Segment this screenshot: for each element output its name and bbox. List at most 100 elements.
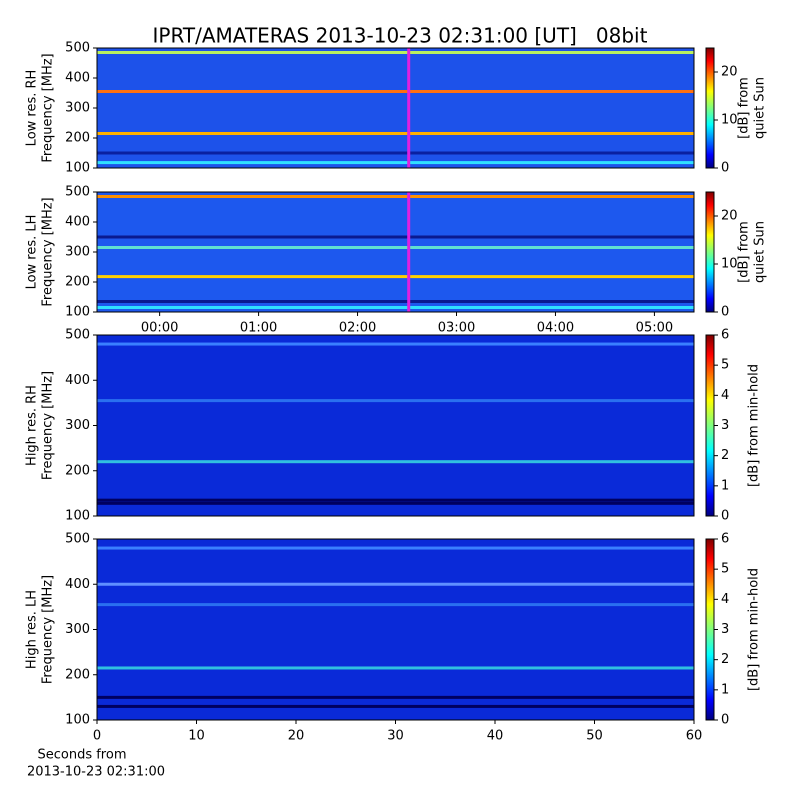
frequency-band	[97, 501, 694, 505]
colorbar-tick-label: 1	[721, 478, 729, 493]
frequency-band	[97, 195, 694, 198]
y-tick-label: 400	[65, 71, 90, 86]
colorbar-label: [dB] from min-hold	[747, 364, 762, 487]
y-axis-label: Frequency [MHz]	[41, 53, 56, 162]
x-tick-label: 30	[387, 729, 404, 744]
frequency-band	[97, 399, 694, 403]
spectrogram-background	[97, 539, 694, 720]
x-tick-label: 03:00	[438, 321, 475, 336]
frequency-band	[97, 51, 694, 54]
y-axis-label: Frequency [MHz]	[41, 197, 56, 306]
frequency-band	[97, 582, 694, 586]
frequency-band	[97, 546, 694, 550]
frequency-band	[97, 695, 694, 699]
colorbar-tick-label: 4	[721, 592, 729, 607]
y-tick-label: 500	[65, 328, 90, 343]
y-tick-label: 500	[65, 185, 90, 200]
colorbar-tick-label: 20	[721, 65, 738, 80]
y-tick-label: 100	[65, 161, 90, 176]
y-axis-label: Low res. LH	[25, 215, 40, 290]
colorbar-tick-label: 3	[721, 418, 729, 433]
colorbar	[705, 334, 715, 517]
colorbar-tick-label: 6	[721, 328, 729, 343]
colorbar	[705, 47, 715, 169]
y-tick-label: 300	[65, 101, 90, 116]
colorbar-label: [dB] from min-hold	[747, 568, 762, 691]
colorbar-tick-label: 20	[721, 209, 738, 224]
y-tick-label: 500	[65, 532, 90, 547]
x-tick-label: 50	[586, 729, 603, 744]
frequency-band	[97, 151, 694, 155]
colorbar-tick-label: 4	[721, 388, 729, 403]
colorbar-tick-label: 5	[721, 358, 729, 373]
x-tick-label: 20	[288, 729, 305, 744]
spectrogram-background	[97, 48, 694, 168]
x-tick-label: 02:00	[339, 321, 376, 336]
y-axis-label: Low res. RH	[25, 70, 40, 147]
y-tick-label: 200	[65, 131, 90, 146]
y-tick-label: 100	[65, 509, 90, 524]
x-tick-label: 60	[686, 729, 703, 744]
colorbar-label: quiet Sun	[753, 221, 768, 283]
x-tick-label: 04:00	[537, 321, 574, 336]
colorbar-tick-label: 0	[721, 713, 729, 728]
frequency-band	[97, 342, 694, 346]
colorbar	[705, 538, 715, 721]
colorbar-tick-label: 6	[721, 532, 729, 547]
frequency-band	[97, 275, 694, 279]
colorbar-tick-label: 1	[721, 682, 729, 697]
x-tick-label: 0	[93, 729, 101, 744]
frequency-band	[97, 306, 694, 309]
y-tick-label: 200	[65, 463, 90, 478]
colorbar-label: [dB] from	[737, 221, 752, 283]
colorbar-tick-label: 0	[721, 305, 729, 320]
frequency-band	[97, 132, 694, 135]
y-axis-label: Frequency [MHz]	[41, 371, 56, 480]
y-axis-label: High res. RH	[25, 385, 40, 466]
spectrogram-background	[97, 335, 694, 516]
y-tick-label: 200	[65, 667, 90, 682]
colorbar-tick-label: 0	[721, 161, 729, 176]
frequency-band	[97, 603, 694, 607]
x-tick-label: 10	[188, 729, 205, 744]
colorbar-tick-label: 2	[721, 448, 729, 463]
colorbar-tick-label: 2	[721, 652, 729, 667]
figure-title: IPRT/AMATERAS 2013-10-23 02:31:00 [UT] 0…	[153, 24, 648, 48]
x-tick-label: 01:00	[240, 321, 277, 336]
y-tick-label: 400	[65, 215, 90, 230]
spectrogram-background	[97, 192, 694, 312]
y-tick-label: 400	[65, 373, 90, 388]
y-tick-label: 300	[65, 245, 90, 260]
y-tick-label: 200	[65, 275, 90, 290]
frequency-band	[97, 498, 694, 502]
y-tick-label: 300	[65, 622, 90, 637]
frequency-band	[97, 300, 694, 303]
time-marker	[407, 192, 411, 312]
x-tick-label: 05:00	[636, 321, 673, 336]
time-marker	[407, 48, 411, 168]
frequency-band	[97, 666, 694, 670]
x-tick-label: 00:00	[141, 321, 178, 336]
y-tick-label: 100	[65, 713, 90, 728]
colorbar-label: [dB] from	[737, 77, 752, 139]
colorbar-tick-label: 10	[721, 257, 738, 272]
frequency-band	[97, 460, 694, 464]
y-tick-label: 400	[65, 577, 90, 592]
colorbar-tick-label: 5	[721, 562, 729, 577]
frequency-band	[97, 90, 694, 93]
x-tick-label: 40	[487, 729, 504, 744]
frequency-band	[97, 161, 694, 165]
colorbar-tick-label: 10	[721, 113, 738, 128]
colorbar	[705, 191, 715, 313]
colorbar-tick-label: 3	[721, 622, 729, 637]
x-axis-label: Seconds from	[37, 748, 126, 763]
y-axis-label: Frequency [MHz]	[41, 575, 56, 684]
colorbar-label: quiet Sun	[753, 77, 768, 139]
x-axis-label: 2013-10-23 02:31:00	[27, 765, 165, 780]
y-tick-label: 500	[65, 41, 90, 56]
colorbar-tick-label: 0	[721, 509, 729, 524]
y-axis-label: High res. LH	[25, 590, 40, 669]
frequency-band	[97, 246, 694, 249]
frequency-band	[97, 235, 694, 239]
